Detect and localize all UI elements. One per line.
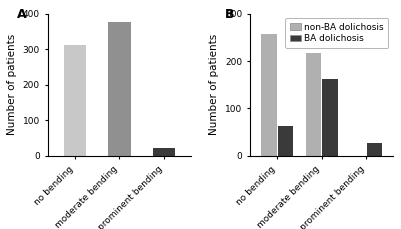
Y-axis label: Number of patients: Number of patients <box>7 34 17 135</box>
Y-axis label: Number of patients: Number of patients <box>209 34 219 135</box>
Bar <box>367 143 382 156</box>
Bar <box>322 79 338 156</box>
Bar <box>261 34 277 156</box>
Bar <box>108 22 130 156</box>
Bar <box>64 45 86 156</box>
Bar <box>277 126 293 156</box>
Legend: non-BA dolichosis, BA dolichosis: non-BA dolichosis, BA dolichosis <box>286 18 389 48</box>
Text: A: A <box>17 8 26 21</box>
Text: B: B <box>225 8 234 21</box>
Bar <box>153 148 175 156</box>
Bar <box>306 54 321 156</box>
